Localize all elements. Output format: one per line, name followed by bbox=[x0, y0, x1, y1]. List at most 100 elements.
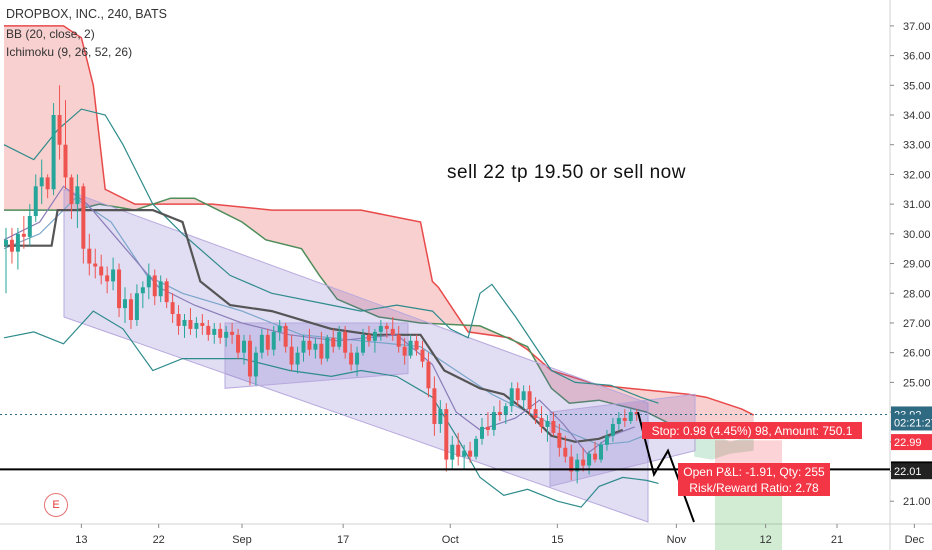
candle-body bbox=[420, 349, 425, 362]
candle-body bbox=[468, 450, 473, 457]
candle-body bbox=[81, 186, 86, 249]
x-tick-label: 12 bbox=[759, 534, 771, 546]
candle-body bbox=[128, 299, 133, 320]
candle-body bbox=[289, 346, 294, 365]
candle-body bbox=[39, 177, 44, 187]
legend-ichimoku[interactable]: Ichimoku (9, 26, 52, 26) bbox=[6, 45, 133, 59]
earnings-marker-icon[interactable]: E bbox=[44, 493, 68, 517]
candle-body bbox=[57, 115, 62, 145]
y-tick-label: 29.00 bbox=[903, 259, 931, 271]
candle-body bbox=[164, 281, 169, 303]
y-tick-label: 31.00 bbox=[903, 199, 931, 211]
pnl-label-bg bbox=[678, 463, 830, 480]
candle-body bbox=[509, 388, 514, 407]
risk-reward-label[interactable]: Risk/Reward Ratio: 2.78 bbox=[689, 481, 819, 495]
candle-body bbox=[105, 275, 110, 282]
candle-body bbox=[265, 334, 270, 350]
candle-body bbox=[111, 269, 116, 282]
y-tick-label: 25.00 bbox=[903, 377, 931, 389]
cloud-red-area bbox=[4, 25, 754, 436]
y-tick-label: 27.00 bbox=[903, 318, 931, 330]
candle-body bbox=[372, 331, 377, 341]
candle-body bbox=[378, 325, 383, 332]
candle-body bbox=[134, 293, 139, 320]
candle-body bbox=[450, 444, 455, 460]
candle-body bbox=[295, 352, 300, 365]
candle-body bbox=[390, 328, 395, 335]
candle-body bbox=[146, 275, 151, 288]
candle-body bbox=[533, 409, 538, 419]
candle-body bbox=[462, 450, 467, 457]
candle-body bbox=[515, 388, 520, 401]
candle-body bbox=[545, 420, 550, 427]
candle-body bbox=[283, 325, 288, 347]
candle-body bbox=[539, 418, 544, 427]
price-tag-label: 22.99 bbox=[894, 437, 922, 449]
candle-body bbox=[628, 412, 633, 421]
candle-body bbox=[355, 352, 360, 365]
candle-body bbox=[622, 418, 627, 421]
x-tick-label: 21 bbox=[831, 534, 843, 546]
price-tag bbox=[891, 434, 932, 451]
candle-body bbox=[27, 216, 32, 237]
candle-body bbox=[414, 340, 419, 350]
x-tick-label: Nov bbox=[667, 534, 687, 546]
candle-body bbox=[313, 343, 318, 350]
stop-label[interactable]: Stop: 0.98 (4.45%) 98, Amount: 750.1 bbox=[652, 424, 853, 438]
candle-body bbox=[87, 248, 92, 264]
candle-body bbox=[575, 459, 580, 472]
chart-title: DROPBOX, INC., 240, BATS bbox=[6, 7, 167, 21]
candle-body bbox=[63, 144, 68, 178]
x-tick-label: 22 bbox=[153, 534, 165, 546]
candle-body bbox=[206, 325, 211, 335]
candle-body bbox=[9, 239, 14, 252]
candle-body bbox=[444, 409, 449, 460]
bb-upper bbox=[3, 108, 659, 404]
candle-body bbox=[563, 447, 568, 457]
x-tick-label: Sep bbox=[232, 534, 252, 546]
candle-body bbox=[99, 266, 104, 276]
pnl-label[interactable]: Open P&L: -1.91, Qty: 255 bbox=[683, 465, 825, 479]
candle-body bbox=[438, 409, 443, 424]
candle-body bbox=[426, 361, 431, 389]
candle-body bbox=[21, 233, 26, 237]
y-tick-label: 32.00 bbox=[903, 169, 931, 181]
candle-body bbox=[182, 319, 187, 326]
candle-body bbox=[521, 391, 526, 401]
legend-bb[interactable]: BB (20, close, 2) bbox=[6, 27, 95, 41]
candle-body bbox=[170, 302, 175, 315]
candle-body bbox=[331, 337, 336, 347]
candle-body bbox=[176, 314, 181, 326]
candle-body bbox=[259, 334, 264, 353]
candle-body bbox=[491, 412, 496, 430]
candle-body bbox=[456, 444, 461, 457]
candle-body bbox=[188, 319, 193, 329]
trade-annotation[interactable]: sell 22 tp 19.50 or sell now bbox=[447, 162, 686, 183]
candle-body bbox=[123, 299, 127, 309]
candle-body bbox=[396, 334, 401, 347]
y-tick-label: 37.00 bbox=[903, 21, 931, 33]
risk-reward-label-bg bbox=[678, 479, 830, 496]
kijun-line bbox=[4, 209, 624, 443]
candle-body bbox=[503, 406, 508, 416]
candle-body bbox=[593, 453, 598, 460]
candle-body bbox=[569, 456, 574, 472]
candle-body bbox=[474, 438, 479, 457]
candle-body bbox=[634, 412, 639, 415]
price-tag bbox=[891, 414, 932, 431]
candle-body bbox=[277, 325, 282, 332]
y-tick-label: 26.00 bbox=[903, 348, 931, 360]
senkou-span-b bbox=[4, 25, 755, 416]
cloud-green-area bbox=[694, 432, 754, 460]
price-tag bbox=[891, 463, 932, 480]
x-tick-label: Oct bbox=[442, 534, 459, 546]
candle-body bbox=[4, 239, 8, 246]
short-position-tool[interactable]: Stop: 0.98 (4.45%) 98, Amount: 750.1 Open… bbox=[0, 411, 890, 550]
candle-body bbox=[485, 426, 490, 430]
time-axis: 13 22 Sep 17 Oct 15 Nov 12 21 Dec bbox=[75, 524, 925, 546]
y-tick-label: 34.00 bbox=[903, 110, 931, 122]
candle-body bbox=[236, 334, 241, 353]
y-tick-label: 21.00 bbox=[903, 496, 931, 508]
candle-body bbox=[247, 340, 252, 377]
